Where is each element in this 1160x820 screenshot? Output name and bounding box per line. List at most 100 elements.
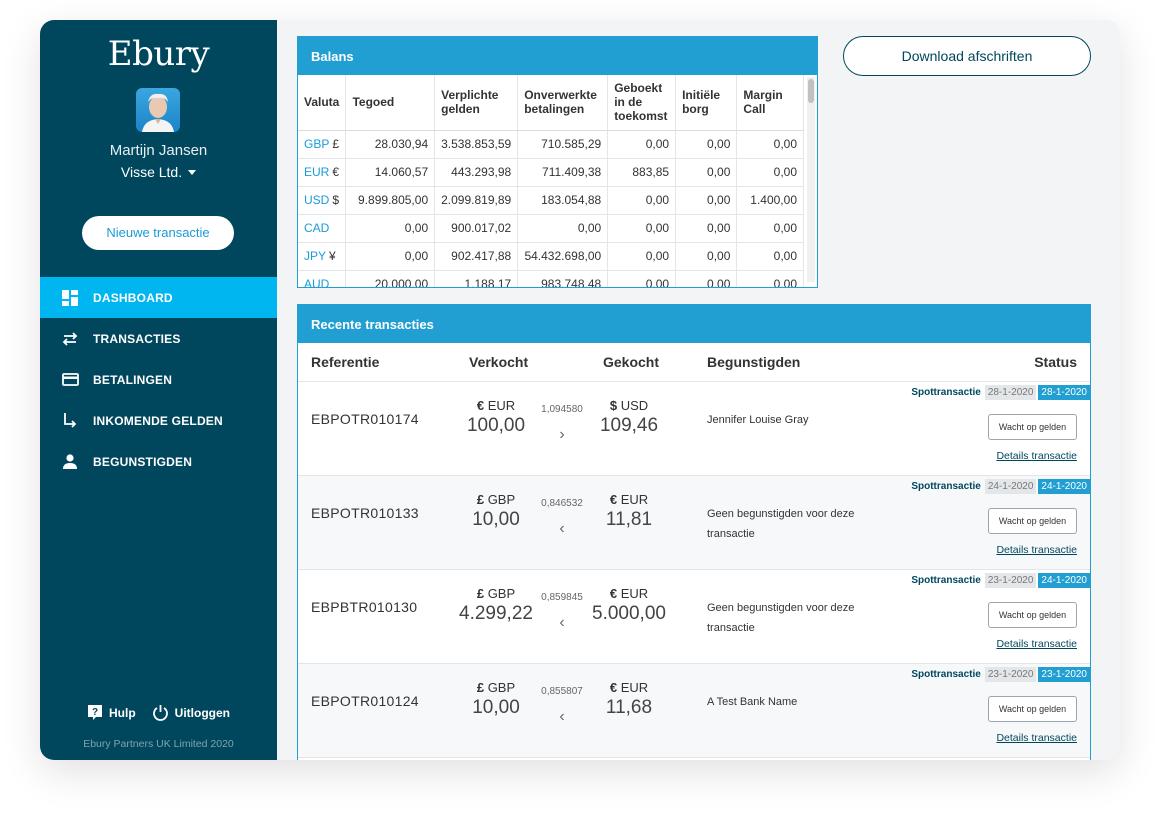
col-header: Verplichte gelden (434, 75, 519, 131)
copyright: Ebury Partners UK Limited 2020 (83, 738, 234, 750)
bought-ccy: EUR (620, 680, 649, 695)
col-header: Valuta (298, 75, 347, 131)
sold-amount: 100,00 (466, 415, 526, 436)
header-reference: Referentie (311, 354, 380, 370)
currency-code[interactable]: AUD (304, 277, 330, 288)
sold-symbol: £ (476, 680, 485, 695)
new-transaction-button[interactable]: Nieuwe transactie (82, 216, 234, 250)
bought-ccy: EUR (620, 586, 649, 601)
balance-cell: 902.417,88 (434, 242, 519, 271)
sold-symbol: £ (476, 586, 485, 601)
nav-item-betalingen[interactable]: BETALINGEN (40, 359, 277, 400)
bought-amount: 5.000,00 (592, 603, 666, 624)
transaction-details-link[interactable]: Details transactie (996, 544, 1077, 556)
logout-label: Uitloggen (174, 705, 230, 720)
sold-ccy: GBP (487, 680, 516, 695)
company-selector[interactable]: Visse Ltd. (40, 164, 277, 180)
chevron-icon: ‹ (559, 614, 565, 631)
transaction-reference: EBPBTR010130 (311, 599, 418, 615)
nav-item-inkomende-gelden[interactable]: INKOMENDE GELDEN (40, 400, 277, 441)
currency-code[interactable]: EUR (304, 165, 330, 179)
col-header: Geboekt in de toekomst (607, 75, 677, 131)
transaction-details-link[interactable]: Details transactie (996, 732, 1077, 744)
exchange-rate: 0,855807 (541, 686, 583, 697)
sold-amount-block: £ GBP 4.299,22 (441, 586, 551, 625)
awaiting-funds-button[interactable]: Wacht op gelden (988, 508, 1077, 534)
currency-code[interactable]: JPY (304, 249, 327, 263)
help-link[interactable]: ? Hulp (87, 704, 136, 721)
transaction-row[interactable]: EBPBTR010130 £ GBP 4.299,22 0,859845 ‹ € EUR 5… (298, 570, 1090, 664)
nav-label: BEGUNSTIGDEN (93, 454, 193, 469)
sold-currency: £ GBP (441, 680, 551, 695)
currency-code[interactable]: GBP (304, 137, 330, 151)
transaction-reference: EBPOTR010133 (311, 505, 419, 521)
awaiting-funds-button[interactable]: Wacht op gelden (988, 696, 1077, 722)
dashboard-grid-icon (61, 289, 79, 307)
balance-scrollbar[interactable] (807, 77, 815, 282)
awaiting-funds-button[interactable]: Wacht op gelden (988, 414, 1077, 440)
chevron-icon: ‹ (559, 520, 565, 537)
balance-cell: 0,00 (345, 242, 436, 271)
ebury-logo[interactable]: Ebury (107, 34, 210, 74)
transaction-row[interactable]: EBPOTR010124 £ GBP 10,00 0,855807 ‹ € EUR 11,6… (298, 664, 1090, 758)
beneficiary: Geen begunstigden voor deze transactie (707, 508, 855, 540)
bought-amount-block: $ USD 109,46 (574, 398, 684, 437)
svg-text:?: ? (92, 707, 98, 718)
transaction-reference: EBPOTR010124 (311, 693, 419, 709)
balance-row: CAD 0,00 900.017,02 0,00 0,00 0,00 0,00 (298, 214, 804, 243)
header-bought: Gekocht (603, 354, 660, 370)
bought-symbol: € (609, 492, 618, 507)
header-beneficiaries: Begunstigden (707, 354, 801, 370)
balance-row: JPY ¥0,00 902.417,88 54.432.698,00 0,00 0,00 0… (298, 242, 804, 271)
balance-row: EUR €14.060,57 443.293,98 711.409,38 883,85 0… (298, 158, 804, 187)
beneficiary: Jennifer Louise Gray (707, 414, 809, 426)
currency-code[interactable]: CAD (304, 221, 330, 235)
currency-cell[interactable]: EUR € (298, 158, 347, 187)
logout-link[interactable]: Uitloggen (152, 704, 230, 721)
trade-date-badge: 23-1-2020 (984, 573, 1037, 588)
sold-amount: 10,00 (472, 697, 520, 718)
nav-item-transacties[interactable]: TRANSACTIES (40, 318, 277, 359)
status-badges: Spottransactie 28-1-2020 28-1-2020 (911, 385, 1090, 400)
trade-date-badge: 23-1-2020 (984, 667, 1037, 682)
currency-symbol: $ (332, 193, 340, 207)
currency-cell[interactable]: GBP £ (298, 130, 347, 159)
sold-amount-block: € EUR 100,00 (441, 398, 551, 437)
balance-cell: 0,00 (517, 214, 609, 243)
transaction-details-link[interactable]: Details transactie (996, 638, 1077, 650)
balance-cell: 883,85 (607, 158, 677, 187)
nav-item-begunstigden[interactable]: BEGUNSTIGDEN (40, 441, 277, 482)
balance-row: USD $9.899.805,00 2.099.819,89 183.054,88 0,… (298, 186, 804, 215)
currency-cell[interactable]: JPY ¥ (298, 242, 347, 271)
balance-cell: 711.409,38 (517, 158, 609, 187)
balance-cell: 0,00 (736, 158, 804, 187)
recent-transactions-panel: Recente transacties Referentie Verkocht … (297, 304, 1091, 760)
currency-cell[interactable]: CAD (298, 214, 347, 243)
transaction-row[interactable]: EBPOTR010133 £ GBP 10,00 0,846532 ‹ € EUR 11,8… (298, 476, 1090, 570)
balance-row: GBP £28.030,94 3.538.853,59 710.585,29 0,00 0… (298, 130, 804, 159)
credit-card-icon (61, 371, 79, 389)
transaction-row[interactable]: EBPOTR010174 € EUR 100,00 1,094580 › $ USD 109… (298, 382, 1090, 476)
transaction-details-link[interactable]: Details transactie (996, 450, 1077, 462)
sold-ccy: GBP (487, 586, 516, 601)
beneficiary: A Test Bank Name (707, 696, 798, 708)
bought-symbol: € (609, 680, 618, 695)
currency-cell[interactable]: USD $ (298, 186, 347, 215)
avatar[interactable] (136, 88, 180, 132)
nav-item-dashboard[interactable]: DASHBOARD (40, 277, 277, 318)
scrollbar-thumb[interactable] (808, 79, 814, 103)
settlement-date-badge: 23-1-2020 (1038, 667, 1090, 682)
balance-cell: 183.054,88 (517, 186, 609, 215)
sold-symbol: £ (476, 492, 485, 507)
help-icon: ? (88, 705, 102, 720)
nav-label: INKOMENDE GELDEN (93, 413, 223, 428)
currency-code[interactable]: USD (304, 193, 330, 207)
download-statements-button[interactable]: Download afschriften (843, 36, 1091, 76)
exchange-rate: 0,859845 (541, 592, 583, 603)
balance-cell: 0,00 (675, 214, 738, 243)
main-nav: DASHBOARD TRANSACTIES BETALINGEN INKOMEN… (40, 277, 277, 482)
currency-cell[interactable]: AUD (298, 270, 347, 288)
awaiting-funds-button[interactable]: Wacht op gelden (988, 602, 1077, 628)
balance-cell: 0,00 (607, 214, 677, 243)
balance-cell: 28.030,94 (345, 130, 436, 159)
